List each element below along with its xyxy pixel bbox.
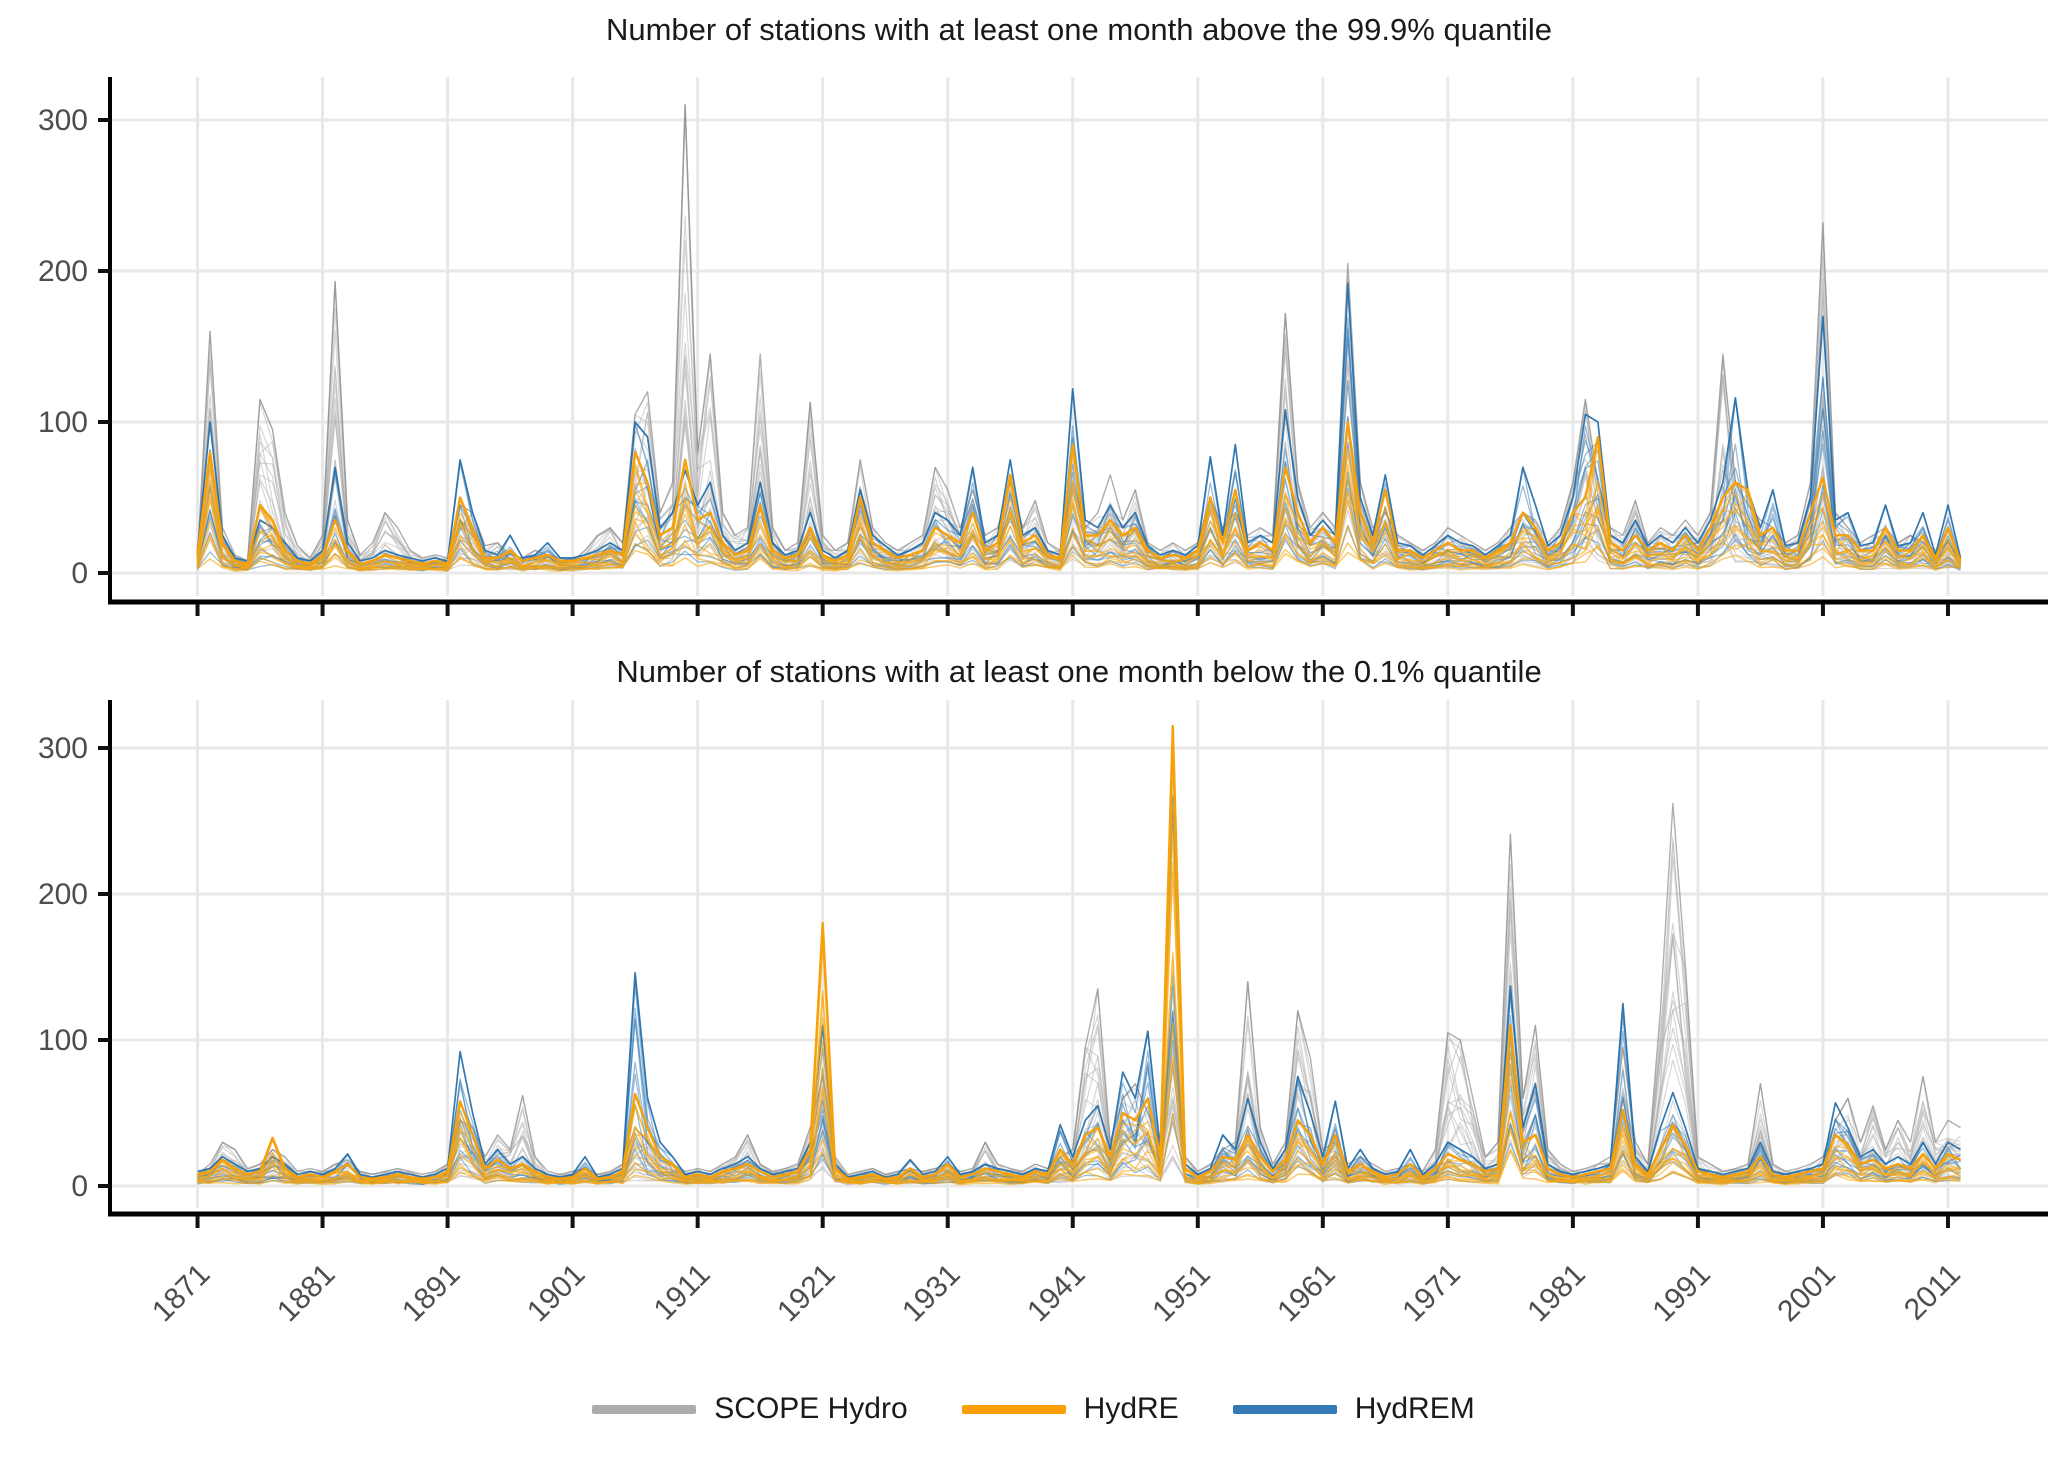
x-tick-label: 1921 [771, 1258, 842, 1329]
legend-item-hydrem: HydREM [1232, 1392, 1475, 1426]
series-line-hydrem [196, 282, 1962, 562]
x-tick-label: 1891 [396, 1258, 467, 1329]
series-line-hydre [197, 805, 1961, 1183]
x-tick-label: 1961 [1271, 1258, 1342, 1329]
x-tick-label: 2001 [1771, 1258, 1842, 1329]
y-tick-label: 0 [71, 1170, 88, 1203]
x-tick-label: 1981 [1521, 1258, 1592, 1329]
x-tick-label: 1941 [1021, 1258, 1092, 1329]
series-line-hydre [196, 537, 1961, 572]
y-tick-label: 100 [38, 406, 88, 439]
y-tick-label: 0 [71, 557, 88, 590]
legend-swatch-hydrem [1232, 1404, 1337, 1414]
series-line-hydrem [197, 739, 1961, 1179]
series-line-hydre [197, 724, 1962, 1180]
legend-label-scope-hydro: SCOPE Hydro [714, 1392, 908, 1425]
legend-swatch-hydre [961, 1404, 1066, 1414]
y-tick-label: 200 [38, 255, 88, 288]
legend-swatch-scope-hydro [592, 1404, 697, 1414]
series-line-hydre [196, 420, 1962, 566]
series-line-hydre [196, 421, 1962, 568]
legend-item-scope-hydro: SCOPE Hydro [592, 1392, 908, 1426]
panel-title-top: Number of stations with at least one mon… [606, 12, 1552, 47]
y-tick-label: 300 [38, 732, 88, 765]
x-tick-label: 2011 [1898, 1258, 1967, 1327]
legend: SCOPE Hydro HydRE HydREM [0, 1392, 2067, 1426]
x-tick-label: 1971 [1396, 1258, 1467, 1329]
x-tick-label: 1991 [1646, 1258, 1717, 1329]
series-line-hydre [197, 951, 1961, 1183]
x-tick-label: 1951 [1146, 1258, 1217, 1329]
legend-label-hydrem: HydREM [1354, 1392, 1475, 1425]
panel-title-bottom: Number of stations with at least one mon… [616, 654, 1541, 689]
x-tick-label: 1881 [271, 1258, 342, 1329]
y-tick-label: 200 [38, 878, 88, 911]
x-tick-label: 1931 [896, 1258, 967, 1329]
y-tick-label: 300 [38, 104, 88, 137]
panel-top-chart: 0 100 200 300 [38, 77, 2048, 616]
legend-label-hydre: HydRE [1083, 1392, 1179, 1425]
x-tick-label: 1901 [521, 1258, 592, 1329]
panel-bottom-chart: 0 100 200 300 1871 1881 1891 1901 1911 1921 1931 19… [38, 700, 2048, 1328]
series-line-hydre [197, 1060, 1961, 1185]
y-tick-label: 100 [38, 1024, 88, 1057]
x-tick-label: 1871 [146, 1258, 217, 1329]
series-line-scope-hydro [197, 802, 1961, 1176]
x-tick-label: 1911 [648, 1258, 717, 1327]
series-line-scope-hydro [197, 842, 1961, 1180]
legend-item-hydre: HydRE [961, 1392, 1179, 1426]
